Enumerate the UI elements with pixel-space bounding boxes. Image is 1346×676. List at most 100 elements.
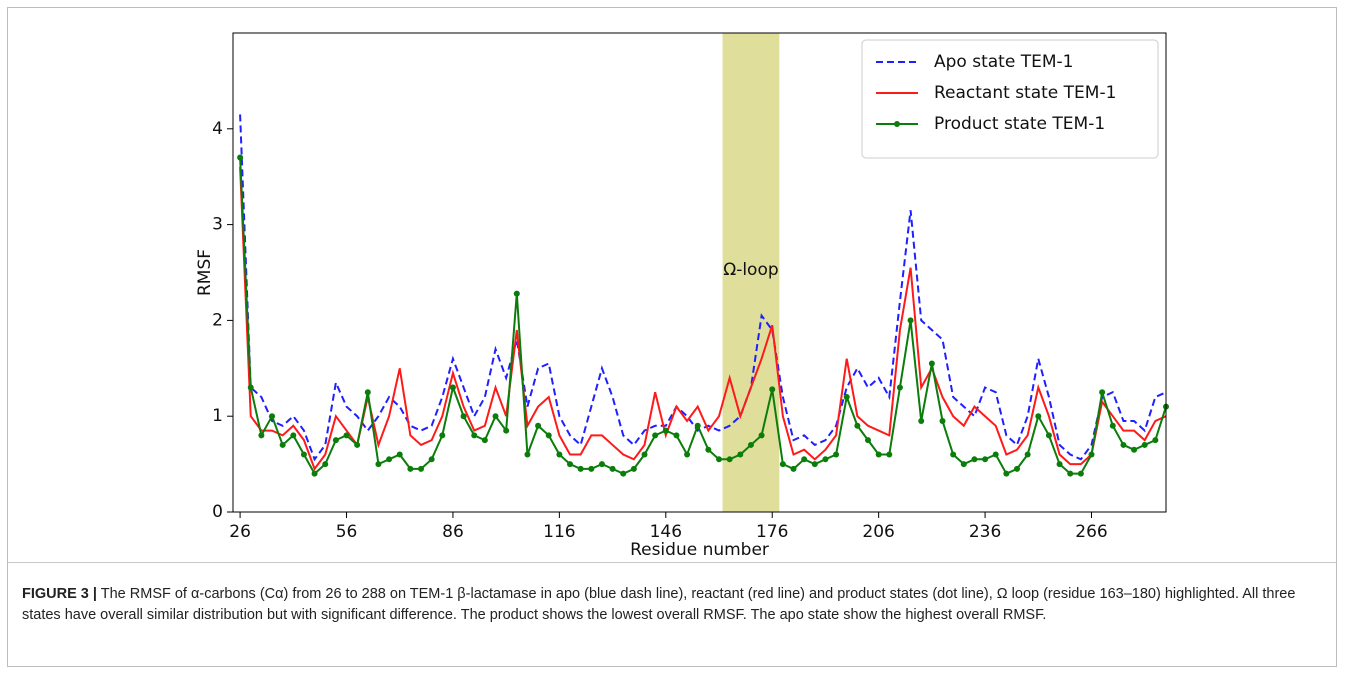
x-tick-label: 26 [229, 522, 251, 542]
data-point [428, 456, 435, 463]
data-point [1035, 413, 1042, 420]
highlight-region [722, 33, 780, 512]
data-point [992, 451, 999, 458]
data-point [652, 432, 659, 439]
x-tick-label: 116 [543, 522, 575, 542]
data-point [588, 465, 595, 472]
data-point [896, 384, 903, 391]
data-point [556, 451, 563, 458]
data-point [854, 422, 861, 429]
data-point [769, 386, 776, 393]
data-point [960, 461, 967, 468]
x-tick-label: 146 [650, 522, 682, 542]
data-point [439, 432, 446, 439]
data-point [535, 422, 542, 429]
data-point [279, 441, 286, 448]
data-point [290, 432, 297, 439]
data-point [1141, 441, 1148, 448]
data-point [364, 389, 371, 396]
data-point [1045, 432, 1052, 439]
data-point [1131, 446, 1138, 453]
data-point [865, 437, 872, 444]
data-point [673, 432, 680, 439]
data-point [598, 461, 605, 468]
data-point [907, 317, 914, 324]
data-point [801, 456, 808, 463]
data-point [737, 451, 744, 458]
data-point [684, 451, 691, 458]
data-point [662, 427, 669, 434]
caption-text: The RMSF of α-carbons (Cα) from 26 to 28… [22, 586, 1296, 623]
legend-dot [894, 121, 900, 127]
annotation: Ω-loop [723, 260, 778, 280]
data-point [886, 451, 893, 458]
data-point [747, 441, 754, 448]
x-tick-label: 176 [756, 522, 788, 542]
data-point [779, 461, 786, 468]
data-point [833, 451, 840, 458]
data-point [726, 456, 733, 463]
data-point [1024, 451, 1031, 458]
data-point [354, 441, 361, 448]
data-point [811, 461, 818, 468]
data-point [609, 465, 616, 472]
y-tick-label: 0 [212, 502, 223, 522]
data-point [332, 437, 339, 444]
x-tick-label: 56 [336, 522, 358, 542]
data-point [982, 456, 989, 463]
data-point [716, 456, 723, 463]
plot-frame [232, 32, 1167, 513]
data-point [269, 413, 276, 420]
series-line [239, 167, 1167, 471]
data-point [694, 422, 701, 429]
series-line [239, 157, 1167, 476]
data-point [1152, 437, 1159, 444]
data-point [322, 461, 329, 468]
data-point [918, 417, 925, 424]
figure-frame [7, 7, 1337, 667]
data-point [641, 451, 648, 458]
data-point [545, 432, 552, 439]
separator [8, 562, 1336, 563]
data-point [1077, 470, 1084, 477]
data-point [407, 465, 414, 472]
data-point [503, 427, 510, 434]
data-point [258, 432, 265, 439]
data-point [396, 451, 403, 458]
data-point [343, 432, 350, 439]
data-point [375, 461, 382, 468]
y-axis-label: RMSF [195, 249, 215, 296]
data-point [449, 384, 456, 391]
data-point [1056, 461, 1063, 468]
data-point [471, 432, 478, 439]
chart: 0 1 2 3 4 26 56 86 116 146 176 206 236 266 Residue num… [195, 32, 1169, 560]
series-line [239, 114, 1167, 462]
data-point [875, 451, 882, 458]
data-point [950, 451, 957, 458]
data-point [630, 465, 637, 472]
legend-label: Product state TEM-1 [934, 114, 1105, 134]
data-point [386, 456, 393, 463]
data-point [513, 290, 520, 297]
legend-label: Reactant state TEM-1 [934, 83, 1116, 103]
x-tick-label: 236 [969, 522, 1001, 542]
x-tick-label: 86 [442, 522, 464, 542]
data-point [928, 360, 935, 367]
data-point [460, 413, 467, 420]
data-point [300, 451, 307, 458]
data-point [790, 465, 797, 472]
data-point [822, 456, 829, 463]
legend-box [861, 39, 1159, 159]
data-point [237, 154, 244, 161]
x-tick-label: 266 [1075, 522, 1107, 542]
caption-label: FIGURE 3 | [22, 586, 97, 602]
data-point [843, 394, 850, 401]
data-point [567, 461, 574, 468]
legend-label: Apo state TEM-1 [934, 52, 1073, 72]
data-point [1099, 389, 1106, 396]
y-tick-label: 2 [212, 310, 223, 330]
x-axis-label: Residue number [630, 540, 769, 560]
data-point [311, 470, 318, 477]
data-point [971, 456, 978, 463]
data-point [1088, 451, 1095, 458]
